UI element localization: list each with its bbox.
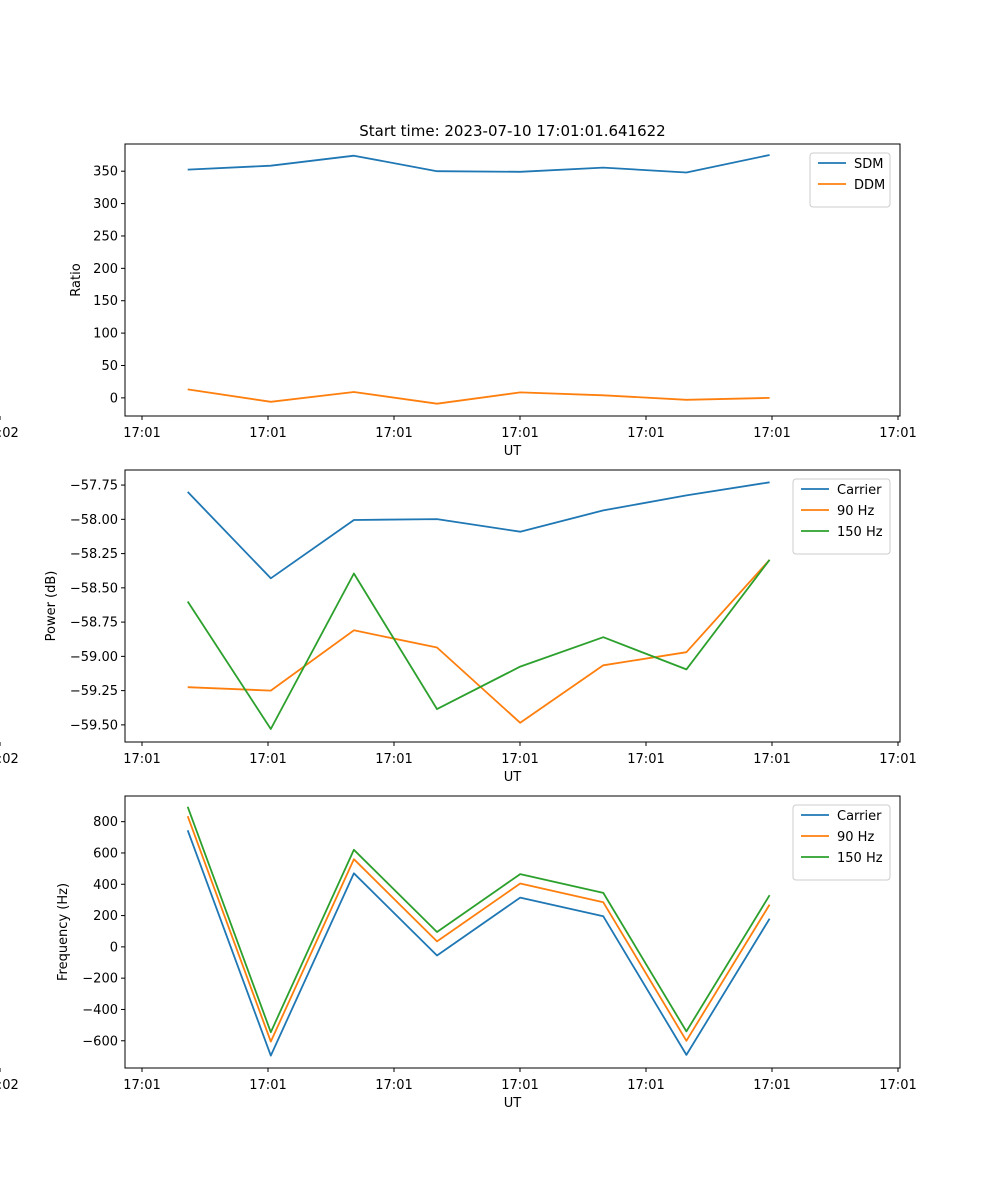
x-tick-label: 17:01 (375, 1078, 412, 1093)
axes-frame (124, 795, 901, 1069)
y-tick-label: −59.50 (70, 718, 118, 733)
y-tick-label: −59.00 (70, 650, 118, 665)
legend-label-90-hz: 90 Hz (837, 504, 874, 519)
x-tick-label: 17:01 (627, 1078, 664, 1093)
y-tick-label: 200 (93, 909, 118, 924)
x-tick-label: 17:01 (627, 752, 664, 767)
y-tick-label: −400 (82, 1003, 118, 1018)
y-tick-label: 0 (110, 940, 118, 955)
y-tick-label: 150 (93, 294, 118, 309)
y-tick-label: 600 (93, 846, 118, 861)
x-tick-label: 17:01 (753, 1078, 790, 1093)
x-tick-label: 17:01 (627, 426, 664, 441)
y-tick-label: −58.25 (70, 547, 118, 562)
x-tick-label: 17:01 (123, 752, 160, 767)
chart-title: Start time: 2023-07-10 17:01:01.641622 (359, 122, 665, 140)
series-line-carrier (186, 829, 771, 1057)
y-tick-label: 200 (93, 262, 118, 277)
x-tick-label: 17:01 (249, 752, 286, 767)
y-tick-label: 0 (110, 391, 118, 406)
y-axis-label: Frequency (Hz) (56, 883, 71, 981)
x-tick-label: 17:01 (501, 752, 538, 767)
y-axis-label: Power (dB) (44, 571, 59, 642)
x-tick-label: 17:01 (375, 752, 412, 767)
y-tick-label: −58.00 (70, 513, 118, 528)
x-tick-label: 17:01 (753, 426, 790, 441)
power-panel: −59.50 −59.25 −59.00 −58.75 −58.50 −58.25 −58.… (0, 469, 917, 785)
x-tick-label: 17:01 (879, 752, 916, 767)
legend-label-sdm: SDM (854, 157, 883, 172)
x-tick-label: 17:02 (0, 426, 19, 441)
legend-label-150-hz: 150 Hz (837, 525, 883, 540)
series-line-90-hz (186, 815, 771, 1043)
y-tick-label: −600 (82, 1034, 118, 1049)
y-tick-label: 50 (101, 359, 118, 374)
legend: Carrier 90 Hz 150 Hz (792, 804, 891, 881)
x-axis-label: UT (504, 444, 522, 459)
x-tick-label: 17:02 (0, 752, 19, 767)
axes-frame (124, 143, 901, 417)
series-line-sdm (187, 154, 770, 174)
legend-box (809, 152, 891, 208)
y-tick-label: 400 (93, 878, 118, 893)
legend-box (792, 478, 891, 555)
legend-box (792, 804, 891, 881)
y-tick-label: 250 (93, 229, 118, 244)
x-tick-label: 17:01 (249, 426, 286, 441)
legend: SDM DDM (809, 152, 891, 208)
legend-label-90-hz: 90 Hz (837, 830, 874, 845)
x-tick-label: 17:01 (123, 1078, 160, 1093)
x-tick-label: 17:01 (123, 426, 160, 441)
series-line-150-hz (186, 559, 771, 730)
y-tick-label: −58.50 (70, 581, 118, 596)
ratio-panel: 0 50 100 150 200 250 300 350 17:01 17:01 17:01 17:0… (0, 143, 917, 459)
x-tick-label: 17:01 (753, 752, 790, 767)
y-tick-label: −59.25 (70, 684, 118, 699)
x-axis-label: UT (504, 770, 522, 785)
x-axis-label: UT (504, 1096, 522, 1111)
x-tick-label: 17:01 (249, 1078, 286, 1093)
series-line-150-hz (186, 806, 771, 1034)
series-line-ddm (187, 388, 770, 405)
y-tick-label: −58.75 (70, 616, 118, 631)
axes-frame (124, 469, 901, 743)
x-tick-label: 17:01 (879, 426, 916, 441)
x-tick-label: 17:01 (501, 426, 538, 441)
y-tick-label: 350 (93, 165, 118, 180)
series-line-carrier (187, 481, 770, 580)
x-tick-label: 17:01 (501, 1078, 538, 1093)
legend-label-carrier: Carrier (837, 483, 882, 498)
y-tick-label: 300 (93, 197, 118, 212)
y-tick-label: 100 (93, 327, 118, 342)
x-tick-label: 17:01 (375, 426, 412, 441)
legend-label-carrier: Carrier (837, 809, 882, 824)
legend: Carrier 90 Hz 150 Hz (792, 478, 891, 555)
y-tick-label: −57.75 (70, 479, 118, 494)
y-axis-label: Ratio (69, 263, 84, 296)
x-tick-label: 17:01 (879, 1078, 916, 1093)
legend-label-ddm: DDM (854, 178, 885, 193)
series-line-90-hz (187, 559, 771, 724)
legend-label-150-hz: 150 Hz (837, 851, 883, 866)
x-tick-label: 17:02 (0, 1078, 19, 1093)
frequency-panel: −600 −400 −200 0 200 400 600 800 17:01 17:01 17:01… (0, 795, 917, 1111)
y-tick-label: 800 (93, 815, 118, 830)
y-tick-label: −200 (82, 972, 118, 987)
